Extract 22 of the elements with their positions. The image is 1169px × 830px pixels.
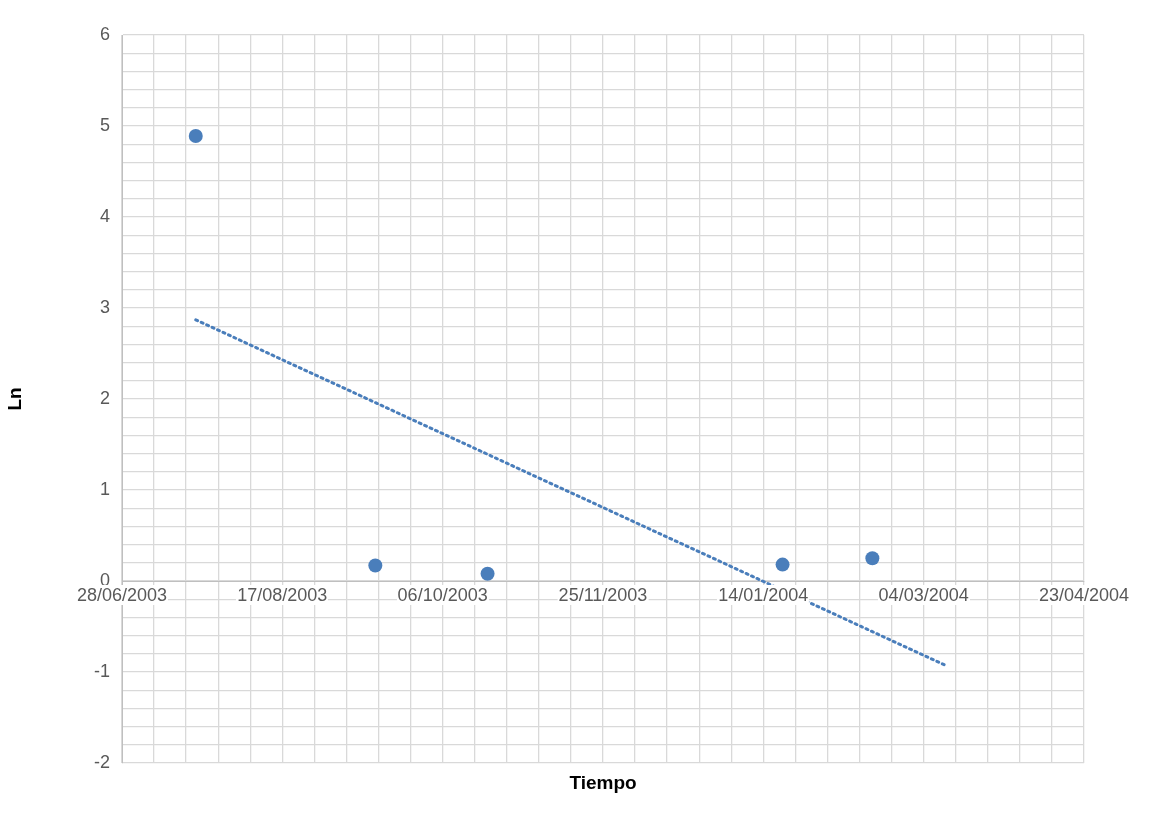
x-axis-title: Tiempo <box>568 772 638 794</box>
x-tick-label: 23/04/2004 <box>1037 585 1131 605</box>
y-tick-label: 3 <box>99 296 110 317</box>
y-tick-label: 1 <box>99 478 110 499</box>
x-tick-label: 04/03/2004 <box>877 585 970 605</box>
x-tick-label: 06/10/2003 <box>396 585 489 605</box>
y-tick-label: 4 <box>99 205 110 226</box>
y-tick-label: 5 <box>99 114 110 135</box>
x-tick-label: 28/06/2003 <box>75 585 169 605</box>
point <box>865 551 880 566</box>
point <box>188 129 203 144</box>
y-tick-label: -2 <box>93 751 110 772</box>
point <box>368 558 383 573</box>
x-tick-label: 17/08/2003 <box>236 585 329 605</box>
y-axis-title: Ln <box>3 387 25 411</box>
x-tick-label: 14/01/2004 <box>717 585 810 605</box>
y-tick-label: 6 <box>99 23 110 44</box>
point <box>480 566 495 581</box>
point <box>775 557 790 572</box>
y-tick-label: -1 <box>93 660 110 681</box>
x-tick-label: 25/11/2003 <box>557 585 649 605</box>
y-tick-label: 2 <box>99 387 110 408</box>
